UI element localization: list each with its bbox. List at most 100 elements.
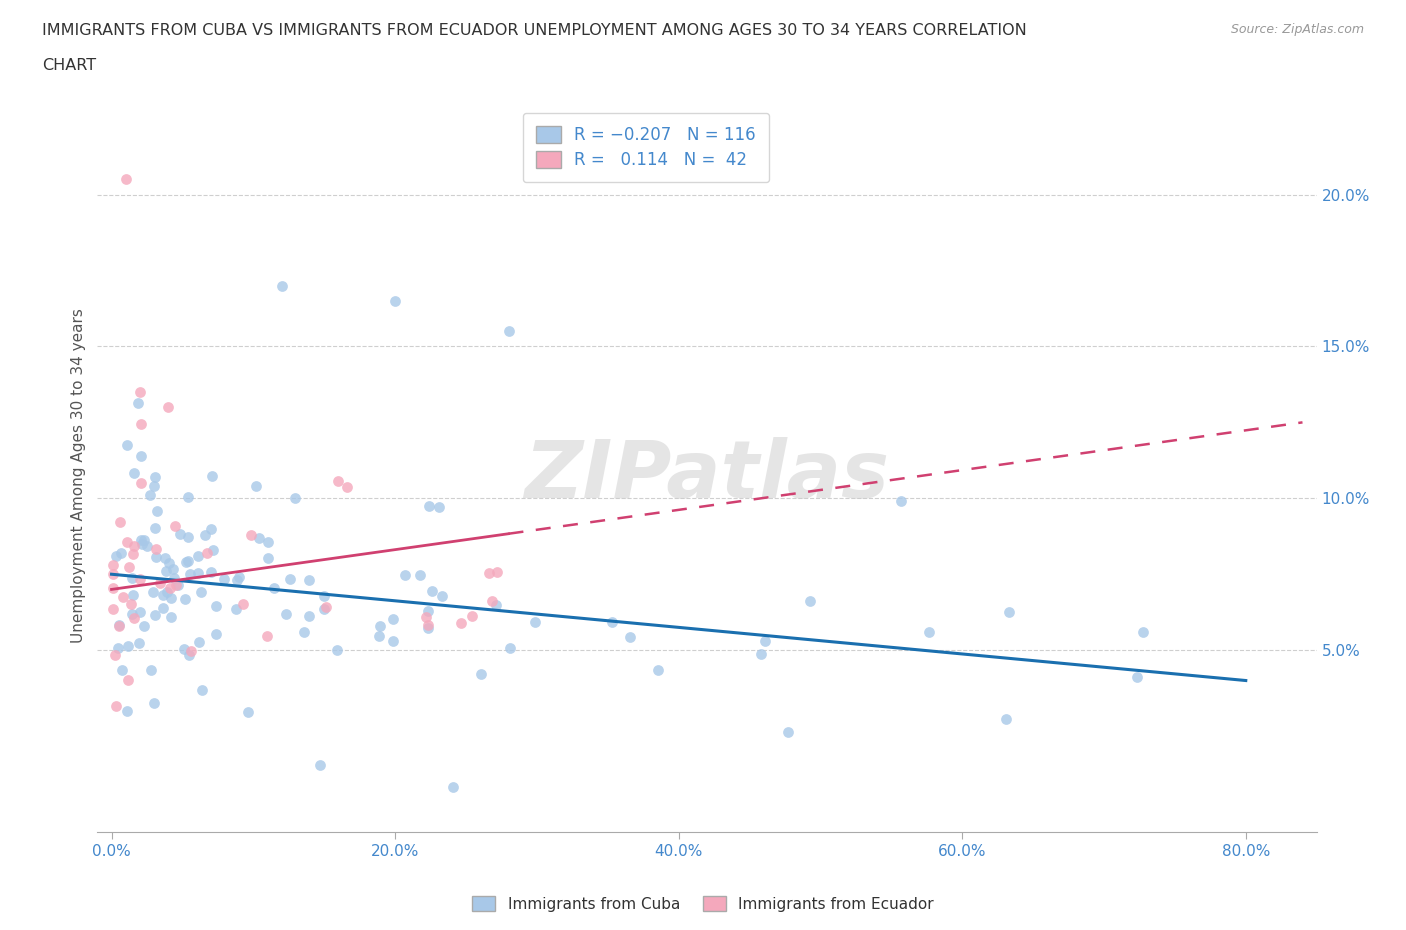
Point — [228, 569, 250, 584]
Point — [647, 663, 669, 678]
Point — [124, 538, 146, 553]
Point — [120, 597, 142, 612]
Point — [309, 757, 332, 772]
Y-axis label: Unemployment Among Ages 30 to 34 years: Unemployment Among Ages 30 to 34 years — [72, 308, 86, 643]
Point — [134, 619, 156, 634]
Point — [159, 591, 181, 605]
Point — [111, 589, 134, 604]
Point — [169, 526, 191, 541]
Point — [394, 567, 416, 582]
Text: ZIPatlas: ZIPatlas — [524, 436, 890, 514]
Text: IMMIGRANTS FROM CUBA VS IMMIGRANTS FROM ECUADOR UNEMPLOYMENT AMONG AGES 30 TO 34: IMMIGRANTS FROM CUBA VS IMMIGRANTS FROM … — [42, 23, 1026, 38]
Point — [326, 473, 349, 488]
Point — [129, 572, 152, 587]
Point — [418, 499, 440, 514]
Point — [193, 528, 215, 543]
Point — [139, 662, 162, 677]
Point — [256, 629, 278, 644]
Point — [121, 606, 143, 621]
Point — [152, 588, 174, 603]
Point — [284, 491, 307, 506]
Point — [408, 567, 430, 582]
Point — [121, 570, 143, 585]
Point — [188, 635, 211, 650]
Point — [998, 604, 1021, 619]
Point — [187, 566, 209, 581]
Point — [129, 449, 152, 464]
Point — [485, 565, 508, 579]
Point — [174, 591, 197, 606]
Point — [131, 476, 153, 491]
Point — [994, 711, 1017, 726]
Point — [190, 683, 212, 698]
Point — [121, 547, 143, 562]
Point — [118, 560, 141, 575]
Point — [104, 699, 127, 714]
Legend: R = −0.207   N = 116, R =   0.114   N =  42: R = −0.207 N = 116, R = 0.114 N = 42 — [523, 113, 769, 182]
Point — [179, 647, 201, 662]
Point — [280, 572, 302, 587]
Point — [256, 535, 278, 550]
Point — [499, 641, 522, 656]
Point — [166, 578, 188, 593]
Point — [297, 572, 319, 587]
Point — [155, 564, 177, 578]
Point — [174, 555, 197, 570]
Point — [165, 578, 187, 592]
Point — [101, 566, 124, 581]
Point — [134, 533, 156, 548]
Point — [195, 546, 218, 561]
Point — [430, 588, 453, 603]
Point — [145, 503, 167, 518]
Point — [110, 662, 132, 677]
Point — [1132, 625, 1154, 640]
Point — [129, 532, 152, 547]
Point — [145, 550, 167, 565]
Point — [157, 400, 180, 415]
Point — [145, 541, 167, 556]
Point — [200, 522, 222, 537]
Point — [173, 642, 195, 657]
Point — [450, 616, 472, 631]
Point — [205, 626, 228, 641]
Point — [105, 549, 128, 564]
Point — [751, 646, 773, 661]
Point — [143, 470, 166, 485]
Point — [177, 553, 200, 568]
Point — [107, 618, 129, 633]
Point — [139, 487, 162, 502]
Point — [776, 724, 799, 739]
Point — [115, 703, 138, 718]
Point — [205, 599, 228, 614]
Point — [101, 580, 124, 595]
Point — [257, 551, 280, 565]
Point — [152, 600, 174, 615]
Point — [115, 534, 138, 549]
Point — [117, 639, 139, 654]
Point — [200, 565, 222, 579]
Point — [163, 570, 186, 585]
Point — [135, 538, 157, 553]
Text: CHART: CHART — [42, 58, 96, 73]
Point — [274, 606, 297, 621]
Point — [107, 641, 129, 656]
Point — [108, 514, 131, 529]
Point — [122, 611, 145, 626]
Point — [159, 609, 181, 624]
Point — [420, 583, 443, 598]
Point — [117, 672, 139, 687]
Point — [461, 609, 484, 624]
Point — [108, 618, 131, 633]
Point — [128, 604, 150, 619]
Point — [115, 437, 138, 452]
Point — [263, 580, 285, 595]
Point — [101, 558, 124, 573]
Point — [145, 520, 167, 535]
Point — [368, 618, 391, 633]
Point — [202, 543, 225, 558]
Point — [142, 479, 165, 494]
Point — [799, 593, 821, 608]
Point — [110, 546, 132, 561]
Point — [231, 597, 253, 612]
Point — [754, 634, 776, 649]
